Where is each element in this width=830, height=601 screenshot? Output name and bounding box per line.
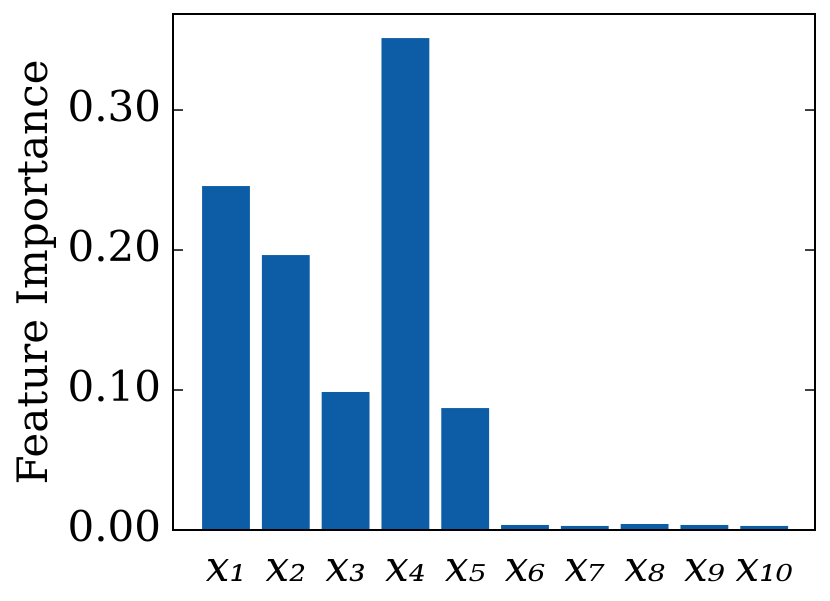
bar — [501, 524, 549, 530]
bar — [680, 524, 729, 530]
bar — [261, 255, 310, 530]
x-tick-label: x₆ — [505, 542, 546, 591]
bar — [560, 525, 609, 530]
plot-frame — [172, 13, 816, 531]
y-tick-label: 0.30 — [67, 82, 161, 131]
x-tick-label: x₈ — [624, 542, 665, 591]
bar — [321, 391, 370, 530]
x-tick-label: x₂ — [266, 542, 307, 591]
y-tick-label: 0.20 — [67, 222, 161, 271]
x-tick-label: x₁ — [206, 542, 247, 591]
x-tick-label: x₅ — [445, 542, 486, 591]
y-tick-label: 0.00 — [67, 502, 161, 551]
bar — [441, 408, 490, 530]
bar — [740, 525, 789, 530]
bar — [381, 38, 430, 531]
x-tick-label: x₃ — [325, 542, 366, 591]
x-tick-label: x₄ — [385, 542, 426, 591]
x-tick-label: x₇ — [565, 542, 606, 591]
y-tick-label: 0.10 — [67, 362, 161, 411]
x-tick-label: x₁₀ — [736, 542, 794, 591]
y-axis-label: Feature Importance — [8, 60, 57, 485]
bar — [620, 523, 669, 530]
x-tick-label: x₉ — [684, 542, 725, 591]
bar — [202, 186, 250, 530]
